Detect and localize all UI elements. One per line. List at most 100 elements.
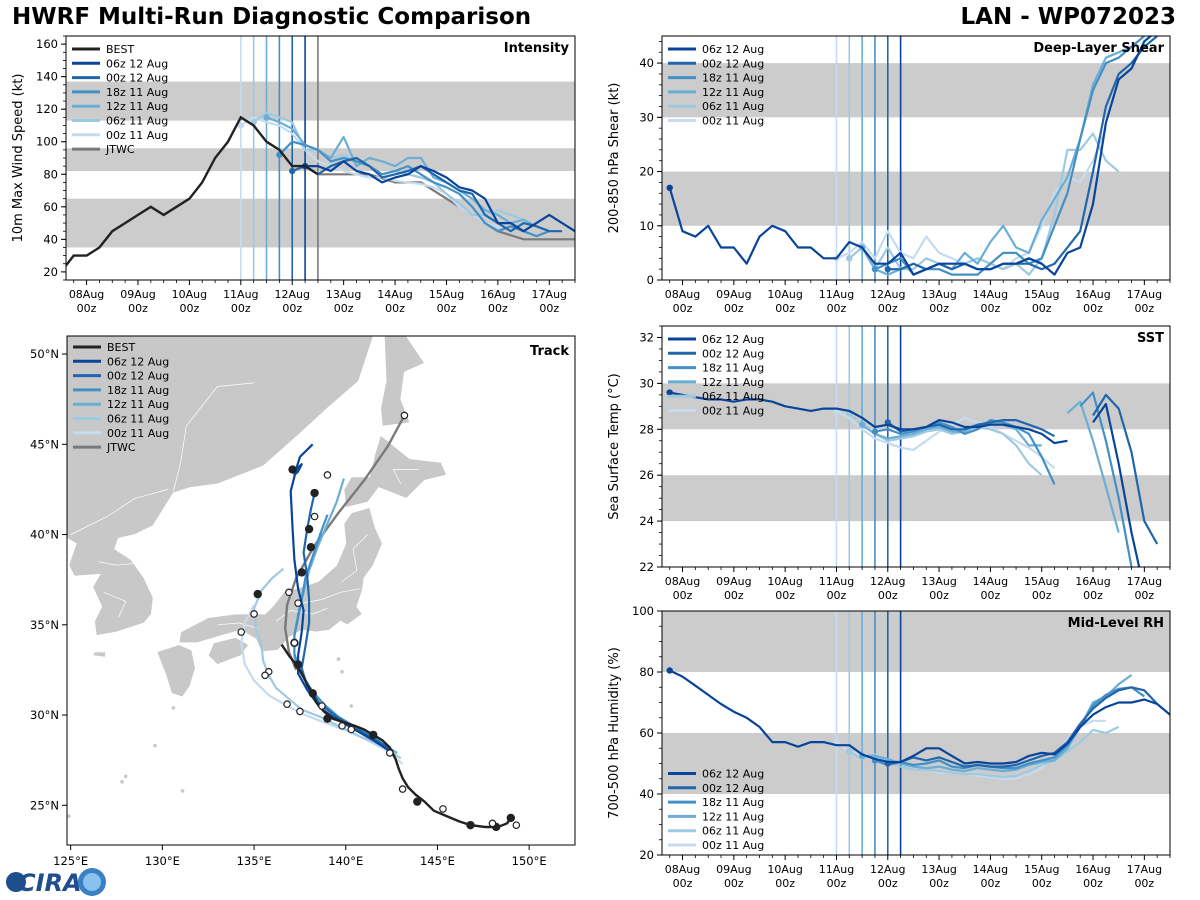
intensity-xtick-label-hour: 00z bbox=[231, 302, 251, 315]
track-legend-label: BEST bbox=[107, 341, 135, 354]
shear-init-dot-1 bbox=[884, 265, 891, 273]
sst-xtick-label: 12Aug bbox=[870, 575, 905, 588]
rh-xtick-label-hour: 00z bbox=[1134, 877, 1154, 890]
sst-xtick-label-hour: 00z bbox=[981, 589, 1001, 602]
rh-xtick-label-hour: 00z bbox=[827, 877, 847, 890]
intensity-xtick-label: 17Aug bbox=[532, 288, 567, 301]
intensity-legend-label: 12z 11 Aug bbox=[106, 100, 168, 113]
shear-ytick-label: 40 bbox=[639, 56, 654, 70]
intensity-band-2 bbox=[66, 81, 575, 121]
rh-xtick-label: 13Aug bbox=[921, 863, 956, 876]
shear-xtick-label-hour: 00z bbox=[1083, 302, 1103, 315]
shear-xtick-label: 16Aug bbox=[1075, 288, 1110, 301]
sst-xtick-label: 09Aug bbox=[716, 575, 751, 588]
sst-plot-area bbox=[662, 326, 1170, 567]
sst-xtick-label-hour: 00z bbox=[673, 589, 693, 602]
land-kyushu bbox=[156, 644, 196, 698]
sst-ytick-label: 22 bbox=[639, 560, 654, 574]
track-run-3-marker-0 bbox=[310, 512, 319, 521]
track-ytick-label: 30°N bbox=[30, 708, 59, 722]
sst-legend-label: 00z 12 Aug bbox=[702, 347, 764, 360]
track-xtick-label: 125°E bbox=[53, 854, 88, 868]
shear-legend-label: 00z 11 Aug bbox=[702, 115, 764, 128]
shear-xtick-label: 08Aug bbox=[665, 288, 700, 301]
sst-xtick-label: 13Aug bbox=[921, 575, 956, 588]
track-xtick-label: 145°E bbox=[420, 854, 455, 868]
sst-xtick-label-hour: 00z bbox=[724, 589, 744, 602]
track-xtick-label: 130°E bbox=[145, 854, 180, 868]
shear-band-0 bbox=[662, 171, 1170, 226]
track-best-marker-9 bbox=[488, 819, 497, 828]
track-run-5-marker-1 bbox=[261, 671, 269, 680]
sst-title: SST bbox=[1137, 331, 1164, 346]
track-run-1-marker-0 bbox=[310, 488, 319, 498]
rh-xtick-label-hour: 00z bbox=[1032, 877, 1052, 890]
sst-ytick-label: 26 bbox=[639, 468, 654, 482]
shear-xtick-label: 15Aug bbox=[1024, 288, 1059, 301]
land-islet-6 bbox=[120, 780, 124, 784]
shear-xtick-label: 11Aug bbox=[819, 288, 854, 301]
shear-xtick-label-hour: 00z bbox=[673, 302, 693, 315]
intensity-title: Intensity bbox=[504, 41, 570, 56]
intensity-xtick-label-hour: 00z bbox=[282, 302, 302, 315]
shear-xtick-label-hour: 00z bbox=[827, 302, 847, 315]
intensity-band-1 bbox=[66, 148, 575, 172]
rh-ytick-label: 60 bbox=[639, 726, 654, 740]
track-legend-label: 06z 11 Aug bbox=[107, 413, 169, 426]
sst-legend-label: 06z 12 Aug bbox=[702, 333, 764, 346]
track-ytick-label: 50°N bbox=[30, 347, 59, 361]
rh-ytick-label: 100 bbox=[632, 604, 654, 618]
sst-frame bbox=[661, 325, 1171, 568]
intensity-plot-area bbox=[66, 36, 575, 280]
land-islet-0 bbox=[336, 657, 341, 661]
sst-band-1 bbox=[662, 383, 1170, 430]
land-islet-8 bbox=[180, 789, 185, 793]
rh-xtick-label: 08Aug bbox=[665, 863, 700, 876]
intensity-xtick-label-hour: 00z bbox=[128, 302, 148, 315]
rh-legend-label: 12z 11 Aug bbox=[702, 810, 764, 823]
storm-id-title: LAN - WP072023 bbox=[960, 4, 1176, 30]
border-line-2 bbox=[275, 608, 328, 622]
rh-legend-label: 06z 11 Aug bbox=[702, 825, 764, 838]
track-legend-label: 12z 11 Aug bbox=[107, 398, 169, 411]
border-line-5 bbox=[103, 591, 127, 618]
track-run-5-marker-0 bbox=[237, 628, 246, 636]
shear-xtick-label-hour: 00z bbox=[981, 302, 1001, 315]
rh-series-0 bbox=[669, 669, 1170, 765]
intensity-xtick-label-hour: 00z bbox=[334, 302, 354, 315]
rh-series-1 bbox=[887, 686, 1159, 768]
rh-xtick-label: 15Aug bbox=[1024, 863, 1059, 876]
track-best-marker-13 bbox=[347, 725, 356, 734]
track-run-1-marker-1 bbox=[304, 524, 314, 534]
intensity-xtick-label-hour: 00z bbox=[180, 302, 200, 315]
land-islet-3 bbox=[171, 706, 176, 710]
rh-legend-label: 18z 11 Aug bbox=[702, 796, 764, 809]
border-line-3 bbox=[217, 622, 258, 629]
figure-title: HWRF Multi-Run Diagnostic Comparison bbox=[12, 4, 532, 30]
border-line-4 bbox=[392, 469, 420, 485]
rh-panel: 2040608010008Aug00z09Aug00z10Aug00z11Aug… bbox=[607, 604, 1171, 890]
sst-ylabel: Sea Surface Temp (°C) bbox=[607, 373, 622, 520]
track-best-marker-6 bbox=[308, 689, 317, 698]
intensity-ytick-label: 20 bbox=[43, 265, 58, 279]
track-panel: 125°E 130°E 135°E 140°E 145°E 150°E 25°N 30°N 35… bbox=[30, 335, 576, 868]
globe-icon bbox=[6, 872, 26, 892]
rh-legend-label: 00z 12 Aug bbox=[702, 782, 764, 795]
shear-series-0 bbox=[668, 36, 1153, 276]
sst-ytick-label: 28 bbox=[639, 422, 654, 436]
track-title: Track bbox=[530, 344, 569, 359]
satellite-icon-inner bbox=[83, 873, 101, 891]
shear-ylabel: 200-850 hPa Shear (kt) bbox=[607, 83, 622, 234]
shear-xtick-label: 09Aug bbox=[716, 288, 751, 301]
land-islet-2 bbox=[349, 704, 354, 708]
shear-xtick-label-hour: 00z bbox=[929, 302, 949, 315]
sst-init-dot-2 bbox=[871, 428, 879, 435]
shear-init-dot-4 bbox=[846, 255, 853, 262]
intensity-xtick-label: 10Aug bbox=[172, 288, 207, 301]
shear-plot-area bbox=[662, 36, 1170, 280]
track-best-marker-4 bbox=[369, 730, 378, 740]
rh-band-0 bbox=[662, 733, 1170, 794]
